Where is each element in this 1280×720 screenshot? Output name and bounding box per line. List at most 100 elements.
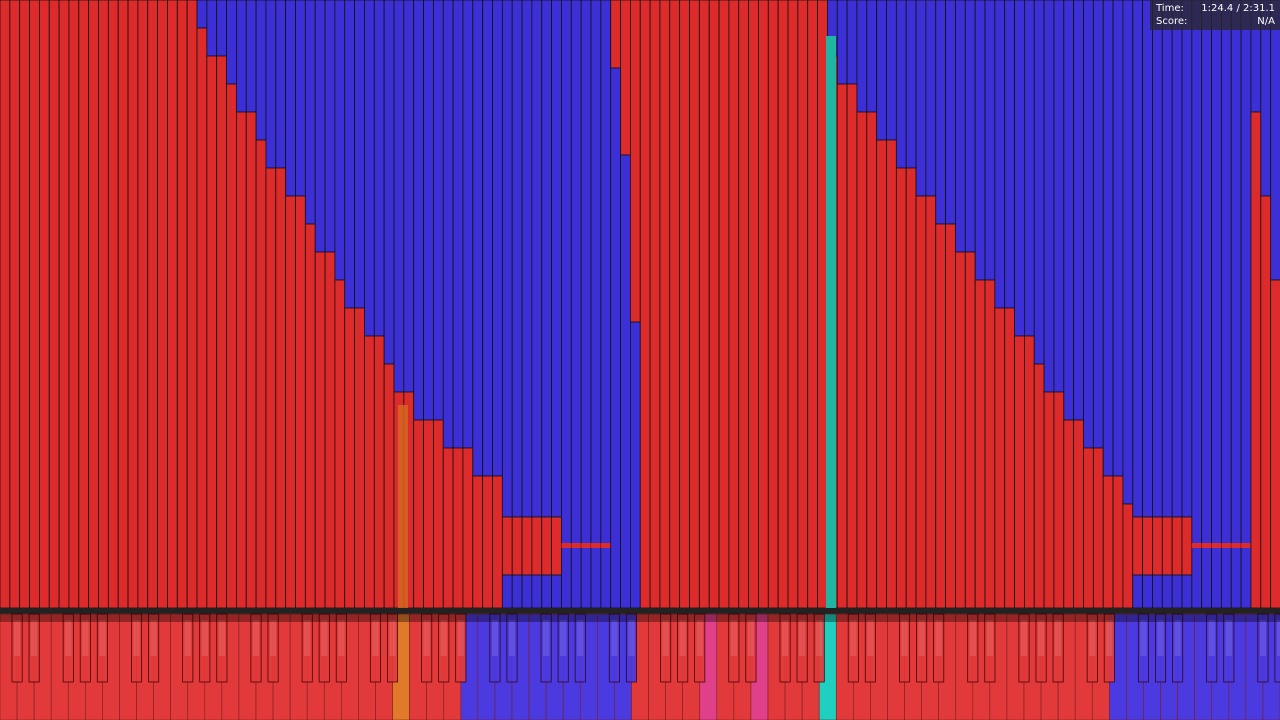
note xyxy=(285,195,296,609)
black-key-shine xyxy=(457,620,464,656)
note xyxy=(324,0,336,253)
black-key xyxy=(967,613,979,683)
note xyxy=(462,0,474,449)
note xyxy=(1171,574,1183,609)
note xyxy=(1024,0,1035,337)
black-key-shine xyxy=(269,620,277,656)
note xyxy=(68,0,80,609)
note xyxy=(797,0,809,609)
note xyxy=(383,0,395,365)
note xyxy=(1161,574,1173,609)
black-key-shine xyxy=(799,620,806,656)
note xyxy=(39,0,50,609)
note xyxy=(1024,335,1035,609)
note xyxy=(462,447,474,609)
black-key-shine xyxy=(1174,620,1181,656)
black-key-shine xyxy=(543,620,550,656)
note xyxy=(541,0,553,518)
black-key-shine xyxy=(389,620,396,656)
note xyxy=(423,419,434,609)
note xyxy=(295,195,306,609)
black-key xyxy=(1206,613,1218,683)
black-key-shine xyxy=(560,620,567,656)
black-key xyxy=(864,613,876,683)
note xyxy=(492,475,503,609)
note xyxy=(334,279,346,609)
note xyxy=(561,0,572,609)
note xyxy=(945,223,956,609)
note xyxy=(1033,363,1045,609)
black-key-shine xyxy=(1208,620,1215,656)
note xyxy=(964,251,976,609)
note xyxy=(994,0,1006,309)
note xyxy=(708,0,720,609)
note xyxy=(373,335,385,609)
note xyxy=(974,279,986,609)
note xyxy=(58,0,70,609)
note xyxy=(738,0,750,609)
note xyxy=(955,251,966,609)
note xyxy=(846,83,858,609)
note xyxy=(127,0,139,609)
black-key xyxy=(62,613,74,683)
note xyxy=(1053,0,1065,393)
note xyxy=(521,574,533,609)
black-key-shine xyxy=(747,620,755,656)
note xyxy=(167,0,178,609)
note xyxy=(1092,0,1104,449)
note xyxy=(393,0,405,393)
note xyxy=(541,516,553,576)
black-key xyxy=(1018,613,1030,683)
black-key-shine xyxy=(577,620,584,656)
note xyxy=(541,574,553,609)
note xyxy=(1171,516,1183,576)
note xyxy=(600,0,612,609)
black-key xyxy=(660,613,672,683)
note xyxy=(659,0,671,609)
note xyxy=(206,55,218,609)
note xyxy=(925,0,937,197)
note xyxy=(1073,0,1084,421)
note-orange xyxy=(398,405,408,608)
note xyxy=(373,0,385,337)
note xyxy=(511,574,523,609)
black-key-shine xyxy=(13,620,21,656)
black-key-shine xyxy=(150,620,157,656)
note xyxy=(501,516,513,576)
note xyxy=(1053,391,1065,609)
note xyxy=(689,0,700,609)
black-key xyxy=(267,613,279,683)
black-key xyxy=(318,613,330,683)
note xyxy=(1181,0,1193,518)
black-key xyxy=(250,613,262,683)
note xyxy=(994,307,1006,609)
black-key-shine xyxy=(935,620,942,656)
note xyxy=(590,0,602,609)
note xyxy=(945,0,956,225)
black-key xyxy=(728,613,740,683)
note xyxy=(442,0,454,449)
note xyxy=(925,195,937,609)
black-key-shine xyxy=(201,620,208,656)
note xyxy=(88,0,99,609)
note xyxy=(570,0,582,609)
note xyxy=(748,0,759,609)
black-key-shine xyxy=(969,620,976,656)
note xyxy=(630,0,641,323)
black-key-shine xyxy=(1037,620,1045,656)
note xyxy=(265,0,277,169)
note xyxy=(147,0,159,609)
note xyxy=(1142,516,1153,576)
note xyxy=(1004,307,1015,609)
note xyxy=(186,0,198,609)
note xyxy=(1112,475,1124,609)
black-key xyxy=(1223,613,1235,683)
note xyxy=(1083,447,1094,609)
note xyxy=(413,419,424,609)
note xyxy=(255,0,267,141)
black-key-shine xyxy=(508,620,516,656)
note xyxy=(521,0,533,518)
note xyxy=(571,543,582,548)
note xyxy=(1004,0,1015,309)
